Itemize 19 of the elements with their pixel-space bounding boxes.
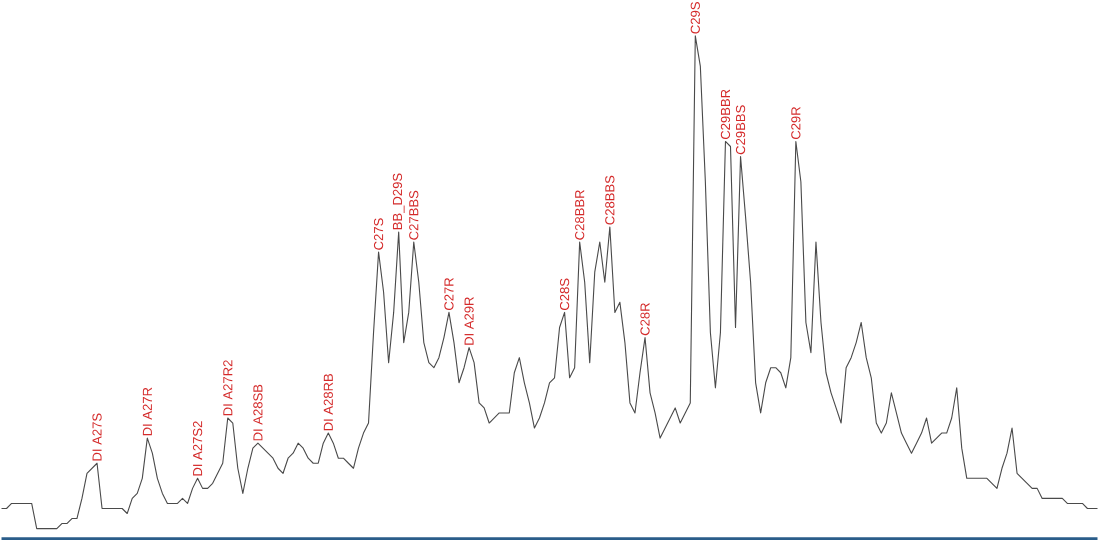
annotation: BB_D29S xyxy=(392,173,405,230)
annotation: DI A27R xyxy=(142,387,152,436)
annotation: C28R xyxy=(640,302,650,336)
annotation: C29BBS xyxy=(735,105,746,155)
annotation: DI A27S xyxy=(92,413,102,461)
annotation: C29BBR xyxy=(720,89,731,140)
annotation: C29R xyxy=(791,106,801,140)
annotation: DI A27S2 xyxy=(192,421,203,476)
annotation: C27S xyxy=(373,218,384,250)
annotation: C28S xyxy=(559,278,570,310)
annotation: C28BBS xyxy=(605,175,615,225)
annotation: C28BBR xyxy=(575,190,585,240)
annotation: DI A27R2 xyxy=(223,360,233,416)
annotation: C29S xyxy=(690,2,700,34)
annotation: C27R xyxy=(444,277,454,310)
annotation: C27BBS xyxy=(409,190,419,240)
annotation: DI A28RB xyxy=(323,373,333,431)
annotation: DI A29R xyxy=(464,297,474,345)
annotation: DI A28SB xyxy=(253,384,263,441)
